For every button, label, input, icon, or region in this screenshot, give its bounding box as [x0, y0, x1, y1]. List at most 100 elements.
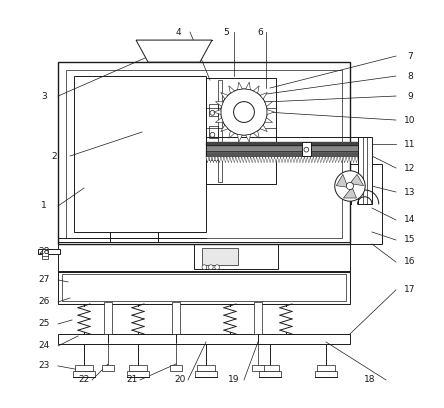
Text: 25: 25	[38, 319, 50, 328]
Polygon shape	[221, 125, 228, 131]
Polygon shape	[238, 82, 242, 90]
Polygon shape	[254, 86, 259, 93]
Bar	[358, 137, 372, 204]
Polygon shape	[206, 142, 370, 145]
Text: 20: 20	[174, 375, 186, 384]
Bar	[302, 142, 311, 155]
Polygon shape	[263, 157, 266, 163]
Polygon shape	[254, 157, 257, 163]
Polygon shape	[278, 157, 281, 163]
Polygon shape	[351, 174, 364, 186]
Text: 17: 17	[404, 286, 416, 295]
Text: 9: 9	[407, 91, 413, 100]
Polygon shape	[236, 157, 239, 163]
Polygon shape	[281, 157, 284, 163]
Polygon shape	[246, 82, 250, 90]
Polygon shape	[233, 157, 236, 163]
Polygon shape	[295, 157, 298, 163]
Polygon shape	[215, 102, 223, 106]
Polygon shape	[325, 157, 328, 163]
Polygon shape	[215, 118, 223, 122]
Text: 6: 6	[257, 28, 263, 37]
Text: 18: 18	[364, 375, 376, 384]
Text: 3: 3	[41, 91, 47, 100]
Text: 14: 14	[404, 215, 416, 224]
Bar	[104, 302, 112, 334]
Circle shape	[210, 111, 215, 115]
Bar	[38, 249, 60, 254]
Bar	[58, 271, 350, 304]
Polygon shape	[224, 157, 227, 163]
Circle shape	[208, 265, 213, 270]
Polygon shape	[337, 157, 340, 163]
Polygon shape	[349, 157, 352, 163]
Polygon shape	[246, 134, 250, 142]
Text: 27: 27	[38, 275, 50, 284]
Bar	[75, 365, 93, 371]
Bar	[66, 70, 342, 238]
Polygon shape	[284, 157, 286, 163]
Bar	[58, 62, 350, 244]
Polygon shape	[245, 157, 248, 163]
Polygon shape	[257, 157, 260, 163]
Text: 23: 23	[38, 361, 50, 370]
Polygon shape	[310, 157, 313, 163]
Polygon shape	[367, 157, 370, 163]
Circle shape	[215, 265, 220, 270]
Polygon shape	[251, 157, 254, 163]
Polygon shape	[298, 157, 301, 163]
Polygon shape	[289, 157, 293, 163]
Polygon shape	[218, 157, 221, 163]
Polygon shape	[322, 157, 325, 163]
Polygon shape	[136, 40, 212, 62]
Circle shape	[335, 171, 365, 201]
Polygon shape	[265, 118, 273, 122]
Polygon shape	[286, 157, 289, 163]
Text: 24: 24	[39, 341, 50, 350]
Bar	[172, 302, 180, 334]
Polygon shape	[206, 157, 209, 163]
Polygon shape	[206, 145, 370, 151]
Polygon shape	[229, 86, 234, 93]
Bar	[58, 242, 350, 272]
Polygon shape	[336, 174, 347, 187]
Bar	[206, 137, 370, 157]
Polygon shape	[266, 157, 269, 163]
Polygon shape	[313, 157, 316, 163]
Text: 21: 21	[127, 375, 138, 384]
Text: 16: 16	[404, 257, 416, 266]
Polygon shape	[346, 157, 349, 163]
Polygon shape	[227, 157, 230, 163]
Circle shape	[221, 89, 267, 135]
Text: 28: 28	[38, 248, 50, 257]
Polygon shape	[343, 157, 346, 163]
Polygon shape	[230, 157, 233, 163]
Polygon shape	[343, 188, 357, 198]
Text: 22: 22	[79, 375, 90, 384]
Text: 15: 15	[404, 235, 416, 244]
Circle shape	[210, 133, 215, 137]
Text: 2: 2	[51, 151, 57, 160]
Polygon shape	[305, 157, 307, 163]
Bar	[350, 164, 382, 244]
Bar	[261, 365, 279, 371]
Circle shape	[202, 265, 207, 270]
Text: 1: 1	[41, 202, 47, 211]
Polygon shape	[274, 157, 278, 163]
Polygon shape	[260, 93, 267, 99]
Bar	[197, 365, 215, 371]
Text: 19: 19	[228, 375, 240, 384]
Polygon shape	[238, 134, 242, 142]
Polygon shape	[331, 157, 334, 163]
Polygon shape	[260, 125, 267, 131]
Polygon shape	[352, 157, 355, 163]
Bar	[42, 249, 48, 259]
Bar	[195, 371, 217, 377]
Circle shape	[304, 147, 309, 152]
Bar	[127, 371, 149, 377]
Bar	[315, 371, 337, 377]
Polygon shape	[265, 102, 273, 106]
Polygon shape	[316, 157, 319, 163]
Bar	[74, 76, 206, 232]
Polygon shape	[328, 157, 331, 163]
